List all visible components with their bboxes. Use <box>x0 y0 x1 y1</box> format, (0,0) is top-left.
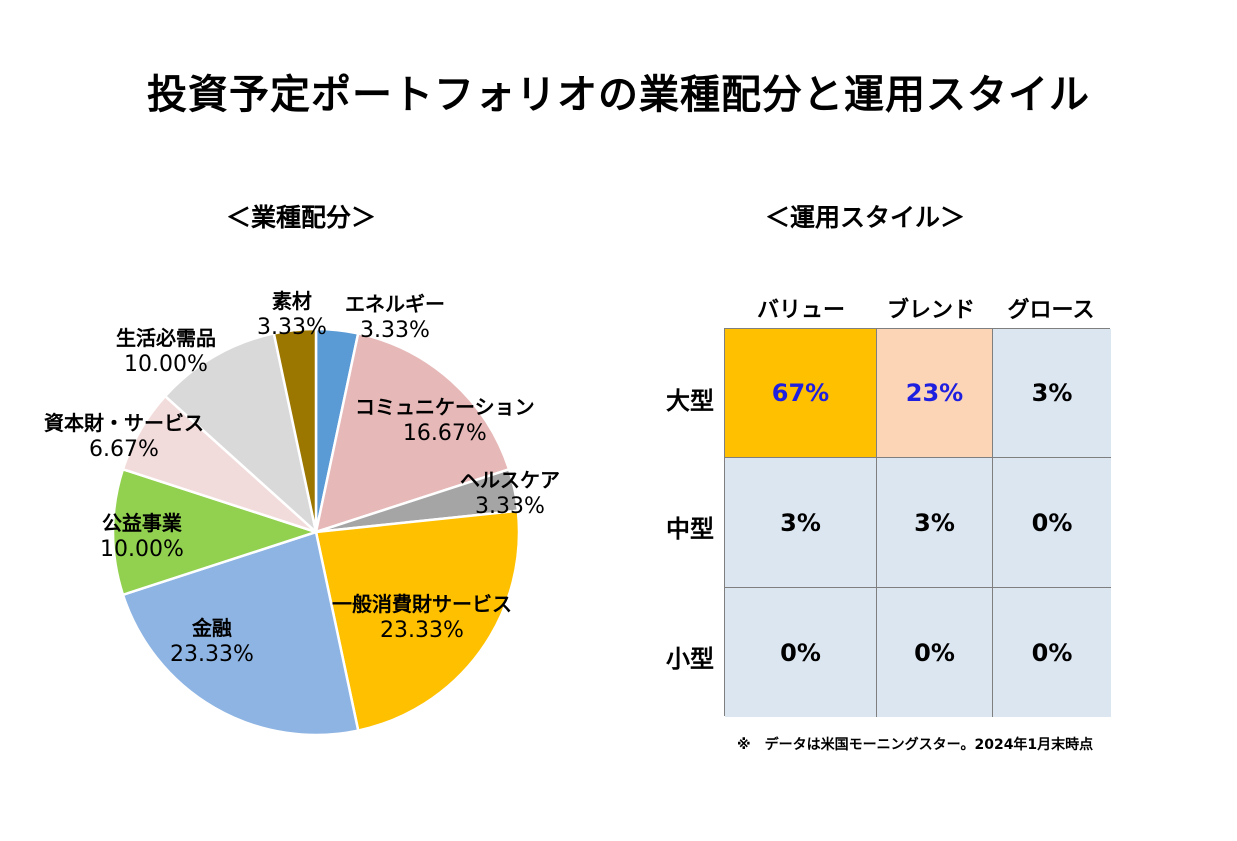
style-cell-r0-c0: 67% <box>725 329 877 458</box>
pie-label-industrials: 資本財・サービス 6.67% <box>44 411 204 464</box>
row-header-small: 小型 <box>666 645 714 673</box>
pie-label-value: 23.33% <box>170 642 254 667</box>
sector-pie-chart <box>111 327 521 737</box>
style-section-title: ＜運用スタイル＞ <box>765 203 966 232</box>
pie-label-value: 10.00% <box>100 537 184 562</box>
pie-label-consumer-staples: 生活必需品 10.00% <box>116 326 216 379</box>
column-header-value: バリュー <box>756 298 845 323</box>
style-cell-r2-c2: 0% <box>993 588 1111 717</box>
pie-slice-8 <box>272 327 318 533</box>
pie-label-value: 3.33% <box>360 318 430 343</box>
pie-label-utilities: 公益事業 10.00% <box>100 511 184 564</box>
pie-slice-5 <box>111 467 321 597</box>
row-header-large: 大型 <box>666 387 714 415</box>
style-cell-r2-c0: 0% <box>725 588 877 717</box>
style-cell-r0-c2: 3% <box>993 329 1111 458</box>
data-source-note: ※ データは米国モーニングスター。2024年1月末時点 <box>737 737 1094 753</box>
pie-label-name: ヘルスケア <box>460 468 560 492</box>
pie-label-name: 資本財・サービス <box>44 411 204 435</box>
style-cell-r1-c1: 3% <box>877 458 993 588</box>
pie-label-energy: エネルギー 3.33% <box>345 292 445 345</box>
pie-label-value: 3.33% <box>257 315 327 340</box>
style-cell-r1-c2: 0% <box>993 458 1111 588</box>
pie-label-value: 10.00% <box>124 352 208 377</box>
pie-label-healthcare: ヘルスケア 3.33% <box>460 468 560 521</box>
pie-label-name: 金融 <box>191 616 232 640</box>
pie-label-name: 公益事業 <box>101 511 182 535</box>
pie-label-value: 23.33% <box>380 618 464 643</box>
pie-label-financials: 金融 23.33% <box>170 616 254 669</box>
style-cell-r1-c0: 3% <box>725 458 877 588</box>
pie-label-name: 生活必需品 <box>116 326 216 350</box>
column-header-growth: グロース <box>1007 298 1095 323</box>
style-box-grid: 67% 23% 3% 3% 3% 0% 0% 0% 0% <box>724 328 1111 717</box>
pie-label-communication: コミュニケーション 16.67% <box>355 395 535 448</box>
pie-label-materials: 素材 3.33% <box>257 289 327 342</box>
pie-label-consumer-discretionary: 一般消費財サービス 23.33% <box>332 592 512 645</box>
pie-slice-1 <box>314 331 511 534</box>
pie-label-name: 一般消費財サービス <box>332 592 512 616</box>
column-header-blend: ブレンド <box>886 298 975 323</box>
pie-label-name: 素材 <box>271 289 312 313</box>
pie-slice-3 <box>314 509 521 733</box>
pie-label-name: エネルギー <box>345 292 445 316</box>
pie-slice-7 <box>163 331 319 536</box>
pie-label-value: 6.67% <box>89 437 159 462</box>
row-header-mid: 中型 <box>666 515 714 543</box>
pie-label-value: 16.67% <box>402 421 487 446</box>
pie-slice-4 <box>121 530 360 737</box>
style-cell-r0-c1: 23% <box>877 329 993 458</box>
pie-label-value: 3.33% <box>475 494 545 519</box>
sector-section-title: ＜業種配分＞ <box>226 203 377 232</box>
style-cell-r2-c1: 0% <box>877 588 993 717</box>
pie-label-name: コミュニケーション <box>355 395 535 419</box>
page-title: 投資予定ポートフォリオの業種配分と運用スタイル <box>147 72 1090 118</box>
